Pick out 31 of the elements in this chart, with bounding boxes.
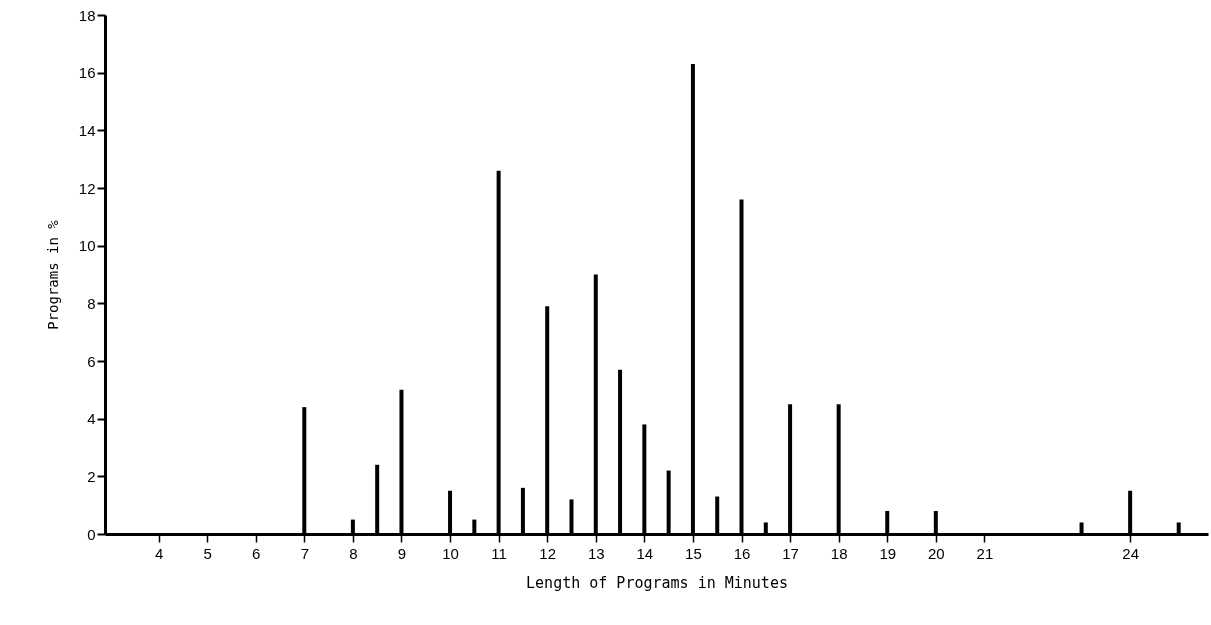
y-tick-label: 6: [87, 352, 96, 370]
x-tick-label: 13: [587, 544, 605, 562]
y-tick-label: 14: [78, 121, 96, 139]
x-tick-label: 11: [491, 544, 507, 562]
y-tick-label: 16: [78, 64, 96, 82]
x-tick-label: 17: [782, 544, 799, 562]
x-tick-label: 5: [203, 544, 212, 562]
x-tick-label: 9: [397, 544, 407, 562]
x-tick-label: 7: [300, 544, 309, 562]
y-tick-label: 18: [78, 6, 96, 24]
y-axis-title: Programs in %: [44, 219, 61, 330]
x-axis-title: Length of Programs in Minutes: [526, 573, 788, 592]
x-tick-label: 14: [636, 544, 654, 562]
x-tick-label: 16: [733, 544, 751, 562]
y-tick-label: 12: [78, 179, 96, 197]
x-tick-label: 20: [927, 544, 945, 562]
x-tick-label: 10: [442, 544, 459, 562]
x-tick-label: 8: [349, 544, 358, 562]
x-tick-label: 19: [879, 544, 897, 562]
y-tick-label: 4: [87, 410, 96, 428]
x-tick-label: 21: [976, 544, 994, 562]
x-tick-label: 4: [154, 544, 164, 562]
x-tick-label: 24: [1122, 544, 1139, 562]
x-tick-label: 15: [685, 544, 702, 562]
y-tick-label: 0: [87, 525, 96, 543]
x-tick-label: 6: [252, 544, 261, 562]
x-tick-label: 12: [539, 544, 557, 562]
y-tick-label: 10: [78, 237, 96, 255]
y-tick-label: 8: [87, 294, 96, 312]
x-tick-label: 18: [830, 544, 848, 562]
y-tick-label: 2: [87, 467, 96, 485]
